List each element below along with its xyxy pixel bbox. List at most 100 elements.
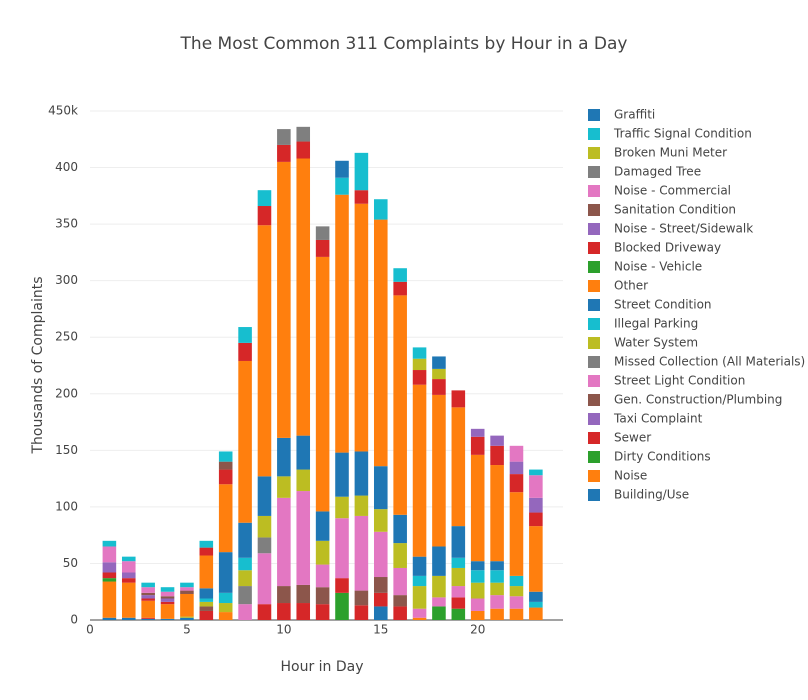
legend-swatch <box>588 375 600 387</box>
bar-segment <box>373 219 388 467</box>
bar-segment <box>470 561 485 571</box>
bar-segment <box>141 598 155 601</box>
bar-segment <box>529 607 543 620</box>
bar-segment <box>180 617 194 620</box>
bar-segment <box>121 617 136 620</box>
bar-segment <box>102 572 117 579</box>
x-tick-label: 20 <box>470 623 485 637</box>
legend-swatch <box>588 166 600 178</box>
bar-segment <box>296 603 311 620</box>
bar-segment <box>199 588 214 599</box>
bar-segment <box>199 547 214 556</box>
legend-swatch <box>588 261 600 273</box>
legend-swatch <box>588 223 600 235</box>
bar-segment <box>490 595 504 609</box>
legend-label: Water System <box>614 336 698 350</box>
bar-segment <box>199 598 214 602</box>
bar-segment <box>160 601 175 605</box>
bar-segment <box>412 384 427 557</box>
bar-segment <box>432 394 446 547</box>
bar-segment <box>141 600 155 618</box>
bar-segment <box>354 152 369 191</box>
y-tick-label: 100 <box>55 499 78 513</box>
bar-segment <box>277 476 291 498</box>
bar-segment <box>160 598 175 602</box>
legend-label: Taxi Complaint <box>613 412 703 426</box>
legend-swatch <box>588 356 600 368</box>
bar-segment <box>218 552 233 593</box>
legend-label: Noise <box>614 469 647 483</box>
bar-segment <box>451 567 466 587</box>
bar-segment <box>509 474 524 493</box>
bar-segment <box>432 575 446 598</box>
legend-swatch <box>588 318 600 330</box>
bar-segment <box>257 190 272 207</box>
bar-segment <box>335 496 349 519</box>
bar-segment <box>257 604 272 620</box>
bar-segment <box>490 570 504 583</box>
y-tick-label: 400 <box>55 160 78 174</box>
bar-segment <box>529 475 543 498</box>
bar-segment <box>393 295 407 515</box>
bar-segment <box>199 601 214 607</box>
bar-segment <box>257 537 272 554</box>
bar-segment <box>238 570 252 587</box>
legend-label: Dirty Conditions <box>614 450 711 464</box>
bar-segment <box>529 497 543 513</box>
bar-segment <box>141 617 155 619</box>
bar-segment <box>277 161 291 438</box>
bar-segment <box>509 461 524 475</box>
bar-segment <box>470 582 485 599</box>
bar-segment <box>412 617 427 620</box>
bar-segment <box>315 564 330 588</box>
bar-segment <box>335 592 349 620</box>
x-tick-label: 10 <box>276 623 291 637</box>
bar-segment <box>218 461 233 470</box>
bar-segment <box>199 606 214 611</box>
bar-segment <box>315 540 330 565</box>
bar-segment <box>218 603 233 613</box>
bar-segment <box>509 596 524 609</box>
bar-segment <box>218 484 233 553</box>
bar-segment <box>141 592 155 596</box>
bar-segment <box>470 598 485 611</box>
bar-segment <box>354 515 369 591</box>
bar-segment <box>509 586 524 597</box>
bar-segment <box>412 556 427 576</box>
bar-segment <box>296 469 311 492</box>
bar-segment <box>509 492 524 576</box>
legend-label: Street Light Condition <box>614 374 745 388</box>
bar-segment <box>412 347 427 359</box>
bar-segment <box>218 451 233 462</box>
bar-segment <box>412 370 427 385</box>
bar-segment <box>354 590 369 606</box>
bar-segment <box>102 578 117 582</box>
bar-segment <box>451 557 466 568</box>
bar-segment <box>218 612 233 620</box>
bar-segment <box>277 144 291 162</box>
bar-segment <box>315 511 330 541</box>
legend-swatch <box>588 204 600 216</box>
bar-segment <box>393 268 407 282</box>
bar-segment <box>393 281 407 296</box>
legend-swatch <box>588 394 600 406</box>
bar-segment <box>160 596 175 599</box>
bar-segment <box>432 379 446 395</box>
bar-segment <box>432 368 446 380</box>
bar-segment <box>277 603 291 620</box>
legend-label: Illegal Parking <box>614 317 698 331</box>
bar-segment <box>296 126 311 142</box>
legend-swatch <box>588 337 600 349</box>
x-tick-label: 0 <box>86 623 94 637</box>
bar-segment <box>373 509 388 532</box>
y-tick-label: 300 <box>55 273 78 287</box>
bar-segment <box>354 495 369 516</box>
bar-segment <box>296 158 311 436</box>
legend-label: Damaged Tree <box>614 165 701 179</box>
legend-label: Noise - Commercial <box>614 184 731 198</box>
bar-segment <box>180 590 194 594</box>
bar-segment <box>335 578 349 593</box>
bar-segment <box>451 586 466 598</box>
bar-segment <box>296 491 311 585</box>
bar-segment <box>121 572 136 579</box>
